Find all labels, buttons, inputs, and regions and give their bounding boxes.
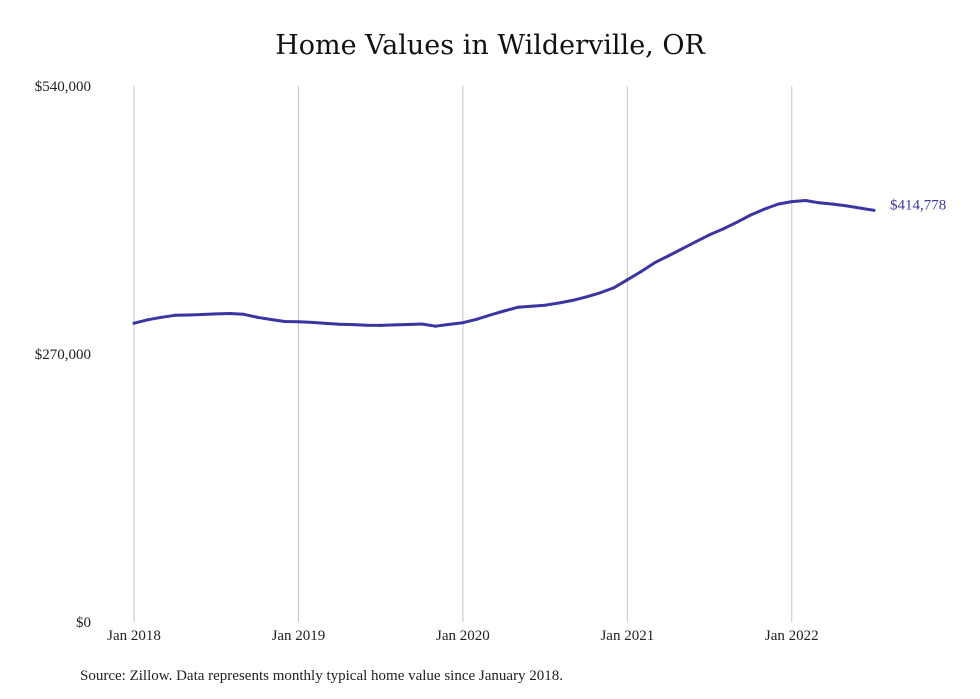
- end-value-label: $414,778: [890, 197, 946, 213]
- source-note: Source: Zillow. Data represents monthly …: [80, 668, 564, 684]
- data-point: [571, 298, 574, 302]
- x-tick-label: Jan 2022: [765, 628, 819, 644]
- data-point: [146, 318, 150, 322]
- data-point: [598, 291, 602, 295]
- data-point: [283, 320, 287, 323]
- data-point: [173, 313, 177, 317]
- data-point: [735, 220, 739, 224]
- data-point: [516, 305, 520, 309]
- data-point: [228, 312, 232, 315]
- data-point: [269, 318, 273, 321]
- data-point: [338, 322, 342, 326]
- data-point: [762, 207, 766, 211]
- data-point: [420, 322, 424, 326]
- home-value-series-line: [132, 199, 876, 328]
- data-point: [694, 240, 698, 244]
- data-point: [804, 199, 807, 202]
- data-point: [159, 315, 163, 319]
- data-point: [584, 295, 588, 299]
- data-point: [132, 321, 136, 325]
- data-point: [187, 313, 191, 317]
- x-tick-label: Jan 2021: [600, 628, 654, 644]
- data-point: [708, 233, 712, 237]
- x-tick-label: Jan 2018: [107, 628, 161, 644]
- data-point: [790, 200, 794, 204]
- data-point: [858, 206, 862, 210]
- data-point: [296, 320, 300, 324]
- data-point: [625, 278, 629, 282]
- data-point: [872, 208, 876, 212]
- y-tick-label: $540,000: [35, 79, 91, 95]
- data-point: [653, 261, 657, 265]
- data-point: [557, 301, 561, 305]
- data-point: [379, 323, 383, 327]
- x-tick-label: Jan 2020: [436, 628, 490, 644]
- y-tick-label: $0: [76, 615, 91, 631]
- data-point: [543, 303, 547, 307]
- data-point: [529, 304, 533, 308]
- data-point: [475, 317, 479, 321]
- chart-title: Home Values in Wilderville, OR: [275, 30, 705, 61]
- data-point: [680, 247, 684, 251]
- data-point: [242, 312, 246, 316]
- data-point: [255, 315, 259, 319]
- grid-lines: [133, 86, 793, 622]
- data-point: [776, 202, 780, 206]
- data-point: [639, 270, 643, 274]
- data-point: [214, 312, 218, 316]
- x-axis-ticks: Jan 2018 Jan 2019 Jan 2020 Jan 2021 Jan 2022: [107, 628, 819, 644]
- data-point: [502, 309, 506, 313]
- data-point: [831, 202, 835, 206]
- data-point: [461, 321, 465, 325]
- x-tick-label: Jan 2019: [272, 628, 326, 644]
- data-point: [845, 204, 849, 208]
- data-point: [324, 321, 328, 325]
- data-point: [351, 323, 355, 327]
- data-point: [817, 201, 821, 205]
- data-point: [612, 286, 616, 290]
- data-point: [721, 227, 725, 231]
- data-point: [406, 323, 410, 326]
- data-point: [201, 313, 204, 316]
- data-point: [666, 254, 670, 258]
- data-points: [132, 199, 876, 328]
- data-point: [365, 323, 369, 327]
- data-point: [749, 213, 753, 217]
- data-point: [310, 320, 314, 324]
- data-point: [488, 313, 492, 317]
- y-tick-label: $270,000: [35, 347, 91, 363]
- data-point: [434, 324, 437, 328]
- data-point: [392, 323, 396, 327]
- data-point: [447, 322, 451, 326]
- y-axis-ticks: $0 $270,000 $540,000: [35, 79, 91, 631]
